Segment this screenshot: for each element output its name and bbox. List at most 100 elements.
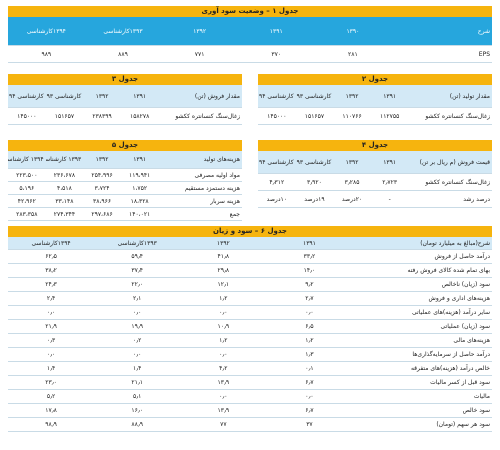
- table-row: EPS ۲۸۱ ۳۷۰ ۷۷۱ ۸۸۹ ۹۸۹: [8, 45, 492, 63]
- table-row: سود قبل از کسر مالیات ۶٫۷ ۱۳٫۹ ۲۱٫۱ ۲۳٫۰: [8, 375, 492, 390]
- column-header: شرح: [391, 17, 492, 46]
- cell: هزینه‌های اداری و فروش: [352, 291, 492, 306]
- cell: ۰٫۰: [266, 389, 353, 404]
- cell: ۰٫۰: [94, 305, 181, 320]
- cell: ۱۹درصد: [295, 190, 334, 208]
- cell: سایر درآمد (هزینه)های عملیاتی: [352, 305, 492, 320]
- column-header: ۱۳۹۱: [237, 17, 315, 46]
- cell: درآمد حاصل از سرمایه‌گذاری‌ها: [352, 347, 492, 362]
- cell: ۲٫۷۲۳: [370, 173, 409, 191]
- table-title: جدول ۱ – وضعیت سود آوری: [8, 6, 492, 17]
- cell: ۱۳٫۹: [180, 375, 267, 390]
- column-header: ۱۳۹۰: [314, 17, 392, 46]
- cell: ۹٫۲: [266, 277, 353, 292]
- column-header: ۱۳۹۲: [333, 151, 371, 174]
- cell: ۵،۱۹۶: [8, 181, 46, 195]
- table-block: جدول ۳ مقدار فروش (تن) ۱۳۹۱ ۱۳۹۲ کارشناسی ۹۳…: [8, 74, 242, 125]
- cell: ۳٫۲۸۵: [333, 173, 371, 191]
- table-row: خالص درآمد (هزینه)های متفرقه ۰٫۱ ۴٫۲ ۱٫۴ ۱٫۴: [8, 361, 492, 376]
- table: شرح(مبالغ به میلیارد تومان) ۱۳۹۱ ۱۳۹۲ ۱۳۹۳ک…: [8, 237, 492, 432]
- table-title: جدول ۲: [258, 74, 492, 85]
- cell: ۵۹٫۴: [94, 249, 181, 264]
- table-row: سود هر سهم (تومان) ۳۷ ۷۷ ۸۸٫۹ ۹۸٫۹: [8, 417, 492, 432]
- cell: ۲۰درصد: [333, 190, 371, 208]
- cell: ۲۹٫۸: [180, 263, 267, 278]
- column-header: ۱۳۹۳ کارشناسی: [45, 151, 84, 169]
- cell: ۲٫۷: [266, 291, 353, 306]
- cell: ۴۲،۹۶۲: [8, 194, 46, 208]
- cell: ۱۲٫۱: [180, 277, 267, 292]
- cell: ۲۲٫۰: [94, 277, 181, 292]
- cell: ۹۸٫۹: [8, 417, 95, 432]
- column-header: کارشناسی ۹۴: [258, 85, 296, 108]
- cell: ۱٫۴: [8, 361, 95, 376]
- cell: ۲۳٫۰: [8, 375, 95, 390]
- cell: ۲۴٫۳: [8, 277, 95, 292]
- table-head: مقدار تولید (تن) ۱۳۹۱ ۱۳۹۲ کارشناسی ۹۳ کارشن…: [258, 85, 492, 108]
- cell: ۱۴۰،۰۲۱: [120, 207, 159, 221]
- cell: ۱۵۸۲۷۸: [120, 107, 159, 125]
- cell: ۵٫۲: [8, 389, 95, 404]
- table-title: جدول ۵: [8, 140, 242, 151]
- cell: ۳۸،۹۶۶: [83, 194, 121, 208]
- cell: ۳۷۰: [237, 45, 315, 63]
- table: قیمت فروش (م ریال بر تن) ۱۳۹۱ ۱۳۹۲ کارشناسی…: [258, 151, 492, 208]
- cell: ۱۴۵۰۰۰: [8, 107, 46, 125]
- cell: زغال‌سنگ کنسانتره ککشو: [158, 107, 242, 125]
- cell: -: [370, 190, 409, 208]
- cell: ۲۵۴،۹۹۶: [83, 168, 121, 182]
- table-block: جدول ۶ – سود و زیان شرح(مبالغ به میلیارد …: [8, 226, 492, 432]
- column-header: کارشناسی ۹۴: [258, 151, 296, 174]
- cell: ۱۷٫۸: [8, 403, 95, 418]
- cell: سود (زیان) عملیاتی: [352, 319, 492, 334]
- column-header: کارشناسی ۹۴: [8, 85, 46, 108]
- cell: ۱٫۴: [94, 361, 181, 376]
- table-row: جمع ۱۴۰،۰۲۱ ۲۹۷،۶۸۶ ۲۷۴،۳۴۴ ۲۸۳،۳۵۸: [8, 207, 242, 221]
- cell: ۴۱٫۸: [180, 249, 267, 264]
- column-header: ۱۳۹۳کارشناسی: [84, 17, 162, 46]
- table-block: جدول ۴ قیمت فروش (م ریال بر تن) ۱۳۹۱ ۱۳۹۲ کا…: [258, 140, 492, 208]
- table-row: درصد رشد -۲۰درصد ۱۹درصد ۱۰درصد: [258, 190, 492, 208]
- header-row: مقدار تولید (تن) ۱۳۹۱ ۱۳۹۲ کارشناسی ۹۳ کارشن…: [258, 85, 492, 108]
- table-title: جدول ۶ – سود و زیان: [8, 226, 492, 237]
- column-header: شرح(مبالغ به میلیارد تومان): [352, 237, 492, 250]
- cell: ۰٫۰: [180, 347, 267, 362]
- cell: ۴٫۲: [180, 361, 267, 376]
- column-header: ۱۳۹۱: [266, 237, 353, 250]
- table-row: زغال‌سنگ کنسانتره ککشو ۱۱۲۷۵۵ ۱۱۰۷۶۶ ۱۵۱۶۵۷…: [258, 107, 492, 125]
- cell: ۳٫۹۲۰: [295, 173, 334, 191]
- table-body: EPS ۲۸۱ ۳۷۰ ۷۷۱ ۸۸۹ ۹۸۹: [8, 45, 492, 63]
- cell: ۲۱٫۹: [8, 319, 95, 334]
- cell: ۸۸۹: [84, 45, 162, 63]
- cell: سود خالص: [352, 403, 492, 418]
- header-row: شرح(مبالغ به میلیارد تومان) ۱۳۹۱ ۱۳۹۲ ۱۳۹۳ک…: [8, 237, 492, 250]
- cell: سود قبل از کسر مالیات: [352, 375, 492, 390]
- table-head: شرح ۱۳۹۰ ۱۳۹۱ ۱۳۹۲ ۱۳۹۳کارشناسی ۱۳۹۴کارشناسی: [8, 17, 492, 46]
- cell: ۳۷: [266, 417, 353, 432]
- table-block: جدول ۲ مقدار تولید (تن) ۱۳۹۱ ۱۳۹۲ کارشناسی ۹…: [258, 74, 492, 125]
- table: مقدار فروش (تن) ۱۳۹۱ ۱۳۹۲ کارشناسی ۹۳ کارشنا…: [8, 85, 242, 125]
- cell: ۱۸،۳۲۸: [120, 194, 159, 208]
- cell: زغال‌سنگ کنسانتره ککشو: [408, 173, 492, 191]
- table-body: زغال‌سنگ کنسانتره ککشو ۱۱۲۷۵۵ ۱۱۰۷۶۶ ۱۵۱۶۵۷…: [258, 107, 492, 125]
- cell: ۴،۵۱۸: [45, 181, 84, 195]
- cell: هزینه سربار: [158, 194, 242, 208]
- table-head: مقدار فروش (تن) ۱۳۹۱ ۱۳۹۲ کارشناسی ۹۳ کارشنا…: [8, 85, 242, 108]
- cell: ۱۰درصد: [258, 190, 296, 208]
- column-header: ۱۳۹۴کارشناسی: [8, 237, 95, 250]
- table-body: درآمد حاصل از فروش ۳۳٫۲ ۴۱٫۸ ۵۹٫۴ ۶۲٫۵ بهای ت…: [8, 249, 492, 432]
- cell: ۱۵۱۶۵۷: [295, 107, 334, 125]
- table-row: مواد اولیه مصرفی ۱۱۹،۹۴۱ ۲۵۴،۹۹۶ ۲۳۶،۶۷۸ ۲۲۳…: [8, 168, 242, 182]
- column-header: کارشناسی ۹۳: [45, 85, 84, 108]
- cell: ۹۸۹: [8, 45, 85, 63]
- cell: ۶۲٫۵: [8, 249, 95, 264]
- cell: ۰٫۰: [266, 305, 353, 320]
- cell: جمع: [158, 207, 242, 221]
- table-row: زغال‌سنگ کنسانتره ککشو ۲٫۷۲۳ ۳٫۲۸۵ ۳٫۹۲۰ ۴٫۳…: [258, 173, 492, 191]
- cell: زغال‌سنگ کنسانتره ککشو: [408, 107, 492, 125]
- column-header: ۱۳۹۲: [333, 85, 371, 108]
- cell: درآمد حاصل از فروش: [352, 249, 492, 264]
- table-row: درآمد حاصل از فروش ۳۳٫۲ ۴۱٫۸ ۵۹٫۴ ۶۲٫۵: [8, 249, 492, 264]
- table-title: جدول ۴: [258, 140, 492, 151]
